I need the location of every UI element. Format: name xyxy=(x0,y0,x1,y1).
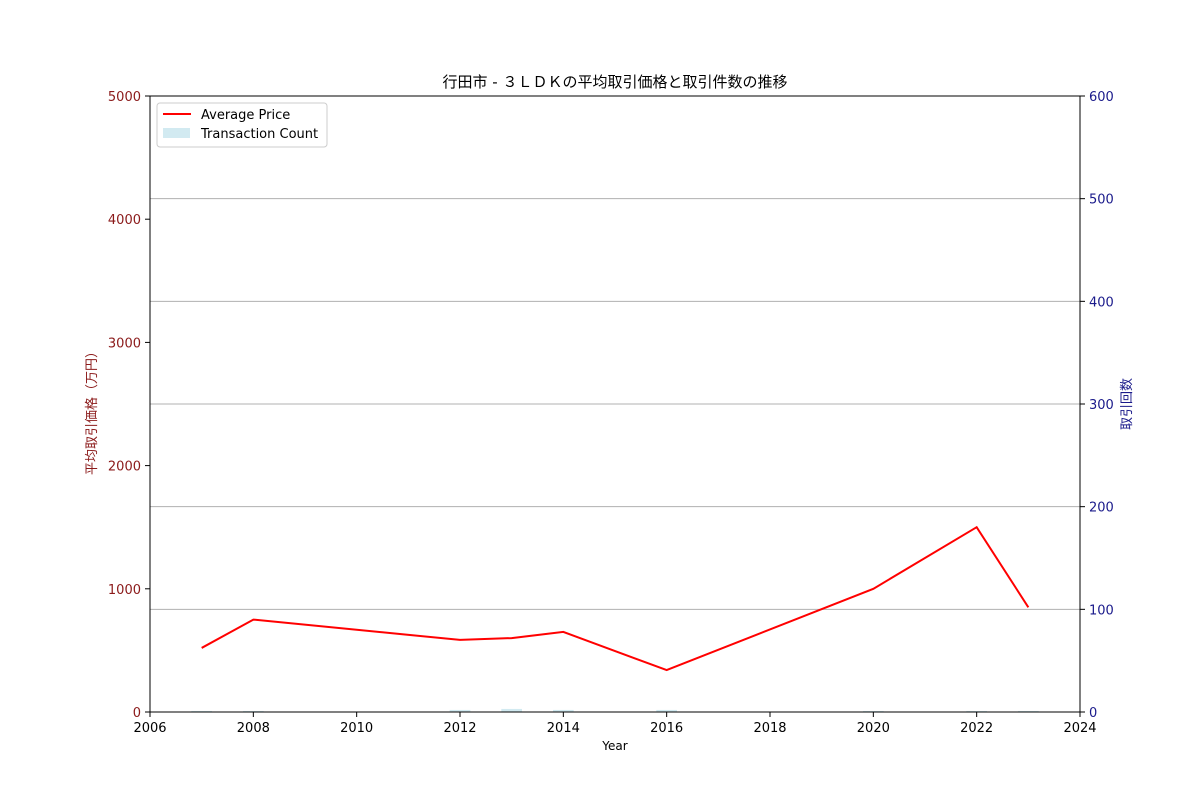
right-tick-label: 200 xyxy=(1089,501,1114,516)
count-bars xyxy=(191,708,1039,712)
right-tick-label: 300 xyxy=(1089,398,1114,413)
grid-lines xyxy=(150,198,1080,610)
count-bar xyxy=(243,710,264,712)
count-bar xyxy=(501,708,522,712)
left-tick-label: 0 xyxy=(133,706,141,721)
x-tick-label: 2010 xyxy=(340,721,373,736)
right-tick-label: 600 xyxy=(1089,90,1114,105)
left-axis-ticks: 0 1000 2000 3000 4000 5000 xyxy=(108,90,150,721)
x-tick-label: 2018 xyxy=(753,721,786,736)
right-axis-label: 取引回数 xyxy=(1120,378,1135,430)
legend-box xyxy=(156,102,328,148)
count-bar xyxy=(656,709,677,712)
x-tick-label: 2012 xyxy=(443,721,476,736)
x-axis-label: Year xyxy=(601,739,627,753)
left-axis-label: 平均取引価格（万円） xyxy=(84,345,100,475)
count-bar xyxy=(863,710,884,712)
price-line xyxy=(201,525,1030,672)
x-axis-ticks: 2006 2008 2010 2012 2014 2016 2018 2020 2022 2024 xyxy=(133,712,1097,736)
legend-label-count: Transaction Count xyxy=(200,127,318,142)
x-tick-label: 2008 xyxy=(237,721,270,736)
x-tick-label: 2024 xyxy=(1063,721,1096,736)
chart-title: 行田市 - ３ＬＤＫの平均取引価格と取引件数の推移 xyxy=(443,73,788,91)
legend-swatch-count xyxy=(163,128,190,138)
left-tick-label: 1000 xyxy=(108,583,141,598)
x-tick-label: 2006 xyxy=(133,721,166,736)
right-tick-label: 100 xyxy=(1089,603,1114,618)
count-bar xyxy=(1018,710,1039,712)
left-tick-label: 3000 xyxy=(108,336,141,351)
count-bar xyxy=(449,709,471,712)
legend-label-price: Average Price xyxy=(201,108,290,123)
left-tick-label: 2000 xyxy=(108,460,141,475)
count-bar xyxy=(553,709,574,712)
left-tick-label: 4000 xyxy=(108,213,141,228)
x-tick-label: 2014 xyxy=(547,721,580,736)
count-bar xyxy=(191,710,212,712)
left-tick-label: 5000 xyxy=(108,90,141,105)
x-tick-label: 2022 xyxy=(960,721,993,736)
price-line-layer xyxy=(201,525,1030,672)
legend: Average Price Transaction Count xyxy=(156,102,328,148)
count-bar xyxy=(966,710,987,712)
right-tick-label: 0 xyxy=(1089,706,1097,721)
right-axis-ticks: 0 100 200 300 400 500 600 xyxy=(1080,90,1114,721)
right-tick-label: 500 xyxy=(1089,193,1114,208)
x-tick-label: 2016 xyxy=(650,721,683,736)
right-tick-label: 400 xyxy=(1089,295,1114,310)
x-tick-label: 2020 xyxy=(857,721,890,736)
